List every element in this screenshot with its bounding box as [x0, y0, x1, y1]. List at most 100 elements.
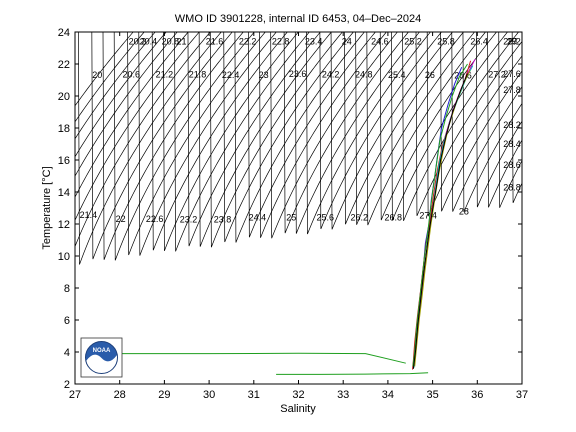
isopycnal-label: 26.6 [454, 70, 472, 80]
x-axis-label: Salinity [280, 403, 316, 415]
isopycnal-label: 28.6 [503, 160, 521, 170]
isopycnal-line [487, 32, 522, 208]
isopycnal-label: 20 [92, 70, 102, 80]
isopycnal-line [113, 32, 255, 261]
isopycnal-line [75, 32, 211, 248]
isopycnal-line [223, 32, 354, 243]
isopycnal-label: 23 [259, 70, 269, 80]
x-tick-label: 28 [114, 389, 126, 401]
x-tick-label: 27 [69, 389, 81, 401]
y-tick-label: 14 [58, 187, 70, 199]
isopycnal-label: 28.2 [503, 120, 521, 130]
isopycnal-line [53, 0, 545, 198]
isopycnal-line [198, 32, 332, 247]
isopycnal-line [187, 32, 321, 247]
y-tick-label: 8 [64, 283, 70, 295]
isopycnal-line [283, 32, 409, 234]
x-tick-label: 33 [337, 389, 349, 401]
isopycnal-line [379, 32, 497, 221]
y-tick-label: 20 [58, 91, 70, 103]
isopycnal-label: 20.4 [140, 36, 158, 46]
isopycnal-label: 25.8 [437, 36, 455, 46]
isopycnal-line [426, 32, 522, 217]
x-tick-label: 37 [516, 389, 528, 401]
isopycnal-label: 24.2 [322, 69, 340, 79]
isopycnal-label: 22 [116, 214, 126, 224]
isopycnal-line [209, 32, 343, 248]
isopycnal-label: 27.8 [503, 85, 521, 95]
isopycnal-line [415, 32, 522, 217]
isopycnal-label: 22.6 [146, 214, 164, 224]
isopycnal-line [127, 32, 266, 256]
isopycnal-label: 23.4 [305, 36, 323, 46]
isopycnal-label: 21 [176, 36, 186, 46]
svg-text:NOAA: NOAA [93, 348, 111, 354]
y-tick-label: 18 [58, 123, 70, 135]
isopycnal-label: 21.6 [206, 36, 224, 46]
isopycnal-label: 29 [507, 36, 517, 46]
isopycnal-line [75, 32, 167, 158]
x-axis-ticks: 27 28 29 30 31 32 33 34 35 36 37 [69, 32, 528, 401]
isopycnal-label: 22.2 [239, 36, 257, 46]
isopycnal-line [391, 32, 508, 221]
profile-line [412, 63, 468, 367]
isopycnal-line [451, 32, 522, 212]
y-axis-label: Temperature [°C] [41, 166, 53, 249]
isopycnal-line [174, 32, 310, 252]
isopycnal-label: 25.4 [388, 70, 406, 80]
isopycnal-label: 23.8 [214, 214, 232, 224]
isopycnal-line [344, 32, 464, 225]
isopycnal-label: 21.4 [80, 210, 98, 220]
plot-frame [74, 31, 523, 385]
isopycnal-label: 23.6 [289, 69, 307, 79]
x-tick-label: 29 [158, 389, 170, 401]
isopycnal-labels: 20 20.220.4 20.6 20.821 21.2 21.4 21.6 21.8 22 22… [80, 36, 521, 224]
y-tick-label: 4 [64, 347, 70, 359]
isopycnal-line [75, 32, 178, 177]
y-tick-label: 22 [58, 59, 70, 71]
isopycnal-line [476, 32, 522, 208]
isopycnal-line [75, 32, 145, 123]
isopycnal-line [259, 32, 387, 238]
isopycnal-line [78, 32, 222, 265]
y-tick-label: 6 [64, 315, 70, 327]
noaa-logo: NOAA [80, 337, 123, 378]
isopycnal-label: 22.4 [222, 70, 240, 80]
isopycnal-line [270, 32, 398, 239]
isopycnal-line [294, 32, 420, 234]
isopycnal-line [366, 32, 486, 226]
isopycnal-label: 28.4 [503, 139, 521, 149]
isopycnal-line [402, 32, 519, 222]
isopycnal-label: 26.2 [351, 213, 369, 223]
profile-line [412, 73, 468, 369]
chart-title: WMO ID 3901228, internal ID 6453, 04–Dec… [175, 13, 421, 25]
x-tick-label: 36 [471, 389, 483, 401]
isopycnal-contours [53, 0, 545, 265]
isopycnal-line [440, 32, 522, 212]
isopycnal-line [247, 32, 376, 238]
y-tick-label: 16 [58, 155, 70, 167]
isopycnal-label: 26 [425, 70, 435, 80]
isopycnal-label: 23.2 [180, 214, 198, 224]
profile-line [276, 372, 429, 375]
isopycnal-label: 27.6 [503, 69, 521, 79]
x-tick-label: 34 [382, 389, 394, 401]
isopycnal-label: 27.2 [488, 69, 506, 79]
y-tick-label: 10 [58, 251, 70, 263]
isopycnal-label: 28.8 [503, 182, 521, 192]
profile-series [119, 58, 476, 375]
isopycnal-label: 29.2 [503, 36, 521, 46]
isopycnal-label: 25 [286, 212, 296, 222]
isopycnal-line [355, 32, 475, 225]
isopycnal-label: 20.6 [123, 69, 141, 79]
y-tick-label: 12 [58, 219, 70, 231]
isopycnal-line [75, 32, 189, 198]
isopycnal-label: 20.2 [129, 36, 147, 46]
x-tick-label: 30 [203, 389, 215, 401]
isopycnal-label: 20.8 [162, 36, 180, 46]
isopycnal-label: 24.4 [249, 212, 267, 222]
isopycnal-label: 27.4 [419, 211, 437, 221]
isopycnal-label: 26.4 [470, 36, 488, 46]
